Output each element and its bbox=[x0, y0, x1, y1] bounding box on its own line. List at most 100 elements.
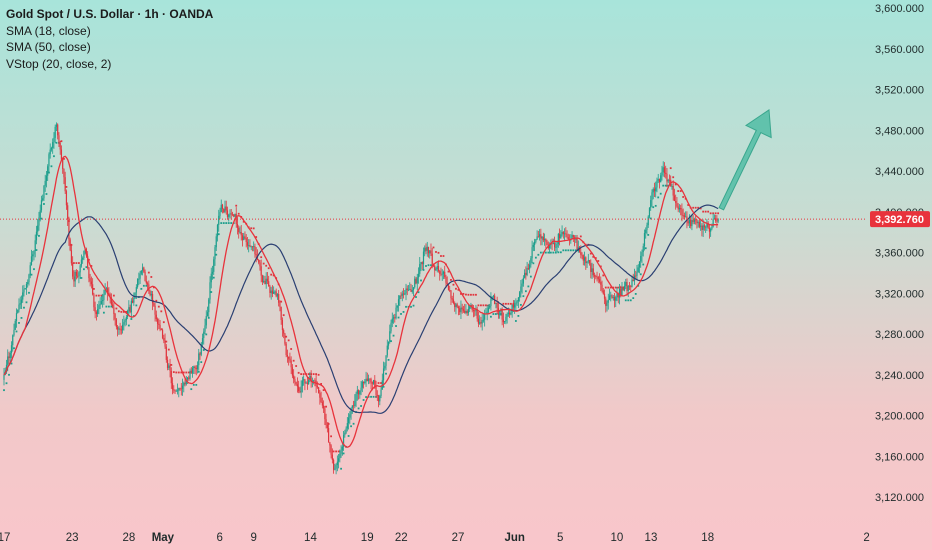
indicator-vstop[interactable]: VStop (20, close, 2) bbox=[6, 56, 112, 71]
vstop-dot bbox=[3, 389, 5, 392]
candle bbox=[330, 444, 332, 459]
candle bbox=[497, 301, 500, 319]
candle bbox=[601, 280, 603, 293]
candle bbox=[300, 380, 302, 398]
candle bbox=[482, 313, 485, 323]
candle bbox=[427, 246, 430, 258]
vstop-dot bbox=[13, 347, 15, 350]
vstop-dot bbox=[529, 275, 532, 278]
candle bbox=[429, 250, 431, 259]
vstop-dot bbox=[5, 382, 8, 385]
vstop-indicator bbox=[3, 140, 720, 470]
candle bbox=[12, 334, 14, 352]
candle bbox=[264, 275, 266, 285]
candle bbox=[229, 209, 231, 219]
candle bbox=[45, 171, 48, 188]
candle bbox=[145, 275, 147, 285]
indicator-sma-18[interactable]: SMA (18, close) bbox=[6, 23, 91, 38]
price-tick-label: 3,440.000 bbox=[875, 166, 924, 178]
vstop-dot bbox=[460, 292, 462, 295]
bullish-arrow-icon[interactable] bbox=[718, 109, 772, 211]
candle bbox=[529, 260, 531, 274]
candle bbox=[628, 282, 631, 290]
vstop-dot bbox=[92, 288, 95, 290]
vstop-dot bbox=[639, 273, 642, 276]
vstop-dot bbox=[200, 361, 203, 364]
vstop-dot bbox=[644, 247, 647, 250]
candle bbox=[602, 287, 604, 295]
candle bbox=[696, 219, 698, 229]
candle bbox=[39, 204, 41, 222]
candle bbox=[136, 278, 139, 289]
candle bbox=[208, 297, 210, 317]
price-tick-label: 3,600.000 bbox=[875, 3, 924, 15]
vstop-dot bbox=[170, 364, 173, 366]
candlestick-series bbox=[3, 122, 719, 475]
vstop-dot bbox=[649, 217, 652, 220]
candle bbox=[502, 312, 504, 328]
vstop-dot bbox=[544, 251, 547, 254]
candle bbox=[30, 249, 33, 266]
vstop-dot bbox=[78, 262, 80, 264]
candle bbox=[364, 379, 366, 385]
candle bbox=[367, 374, 370, 385]
vstop-dot bbox=[664, 184, 667, 187]
vstop-dot bbox=[280, 300, 283, 303]
vstop-dot bbox=[160, 310, 163, 313]
candle bbox=[667, 178, 669, 184]
vstop-dot bbox=[312, 373, 315, 376]
vstop-dot bbox=[145, 284, 148, 287]
candle bbox=[668, 174, 671, 186]
candle bbox=[467, 303, 470, 316]
candle bbox=[265, 272, 267, 289]
candle bbox=[296, 377, 298, 393]
candle bbox=[78, 271, 80, 284]
time-tick-label: 23 bbox=[66, 532, 79, 544]
vstop-dot bbox=[317, 373, 320, 376]
candle bbox=[655, 181, 657, 198]
indicator-sma-50[interactable]: SMA (50, close) bbox=[6, 40, 91, 54]
candle bbox=[477, 312, 480, 328]
candle bbox=[561, 225, 563, 237]
candle bbox=[340, 445, 342, 458]
candle bbox=[583, 251, 586, 266]
candle bbox=[396, 305, 398, 312]
vstop-dot bbox=[38, 234, 40, 237]
candle bbox=[379, 394, 381, 406]
candle bbox=[119, 322, 121, 335]
vstop-dot bbox=[187, 371, 190, 374]
vstop-dot bbox=[455, 287, 457, 290]
vstop-dot bbox=[492, 313, 495, 315]
candle bbox=[706, 219, 708, 232]
candle bbox=[87, 251, 89, 270]
candle bbox=[487, 304, 490, 315]
vstop-dot bbox=[212, 276, 215, 279]
vstop-dot bbox=[112, 294, 115, 297]
candle bbox=[47, 164, 49, 181]
candle bbox=[60, 145, 63, 161]
candle bbox=[275, 288, 277, 298]
candle bbox=[221, 203, 224, 214]
candle bbox=[542, 232, 544, 243]
sma-18-line bbox=[3, 155, 719, 448]
vstop-dot bbox=[537, 253, 540, 256]
price-tick-label: 3,520.000 bbox=[875, 85, 924, 97]
candle bbox=[653, 182, 656, 197]
time-tick-label: 19 bbox=[361, 532, 374, 544]
candle bbox=[708, 224, 711, 239]
candle bbox=[321, 397, 323, 409]
candle bbox=[479, 315, 481, 325]
candle bbox=[49, 143, 51, 159]
price-tick-label: 3,160.000 bbox=[875, 451, 924, 463]
vstop-dot bbox=[107, 305, 110, 308]
candle bbox=[105, 286, 107, 290]
candle bbox=[318, 386, 320, 394]
symbol-title[interactable]: Gold Spot / U.S. Dollar · 1h · OANDA bbox=[6, 7, 214, 21]
candle bbox=[524, 269, 526, 279]
candle bbox=[156, 317, 159, 331]
time-tick-label: May bbox=[152, 532, 175, 544]
vstop-dot bbox=[23, 306, 25, 309]
candle bbox=[248, 239, 250, 253]
vstop-dot bbox=[532, 262, 535, 265]
